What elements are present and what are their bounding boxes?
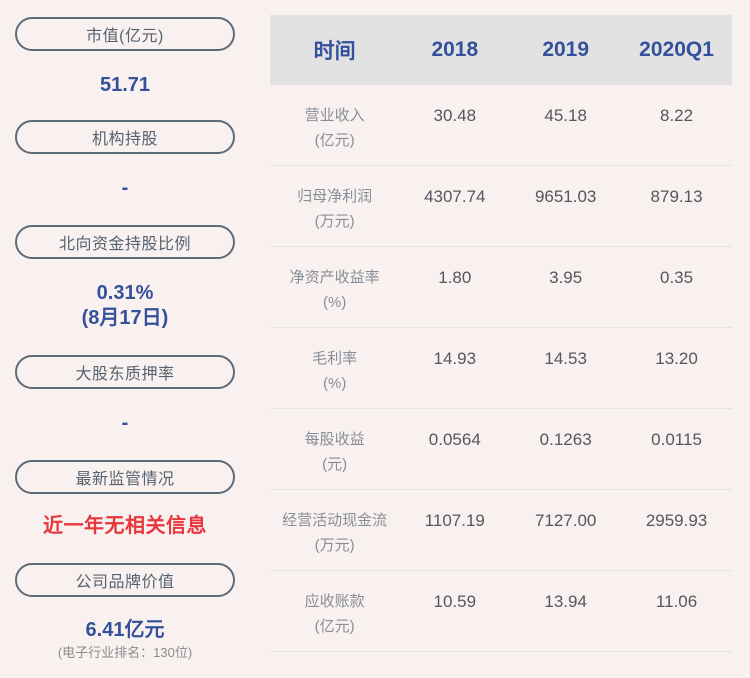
pill-market-cap-label: 市值(亿元) [86, 28, 164, 45]
row-label: 净资产收益率 (%) [270, 247, 399, 327]
pill-latest-regulation[interactable]: 最新监管情况 [15, 460, 235, 494]
row-label: 毛利率 (%) [270, 328, 399, 408]
row-label: 营业收入 (亿元) [270, 85, 399, 165]
table-header-row: 时间 2018 2019 2020Q1 [270, 15, 732, 85]
table-row-operating-cashflow: 经营活动现金流 (万元) 1107.19 7127.00 2959.93 [270, 490, 732, 571]
row-unit: (元) [322, 456, 348, 473]
row-unit: (万元) [314, 537, 355, 554]
table-row-roe: 净资产收益率 (%) 1.80 3.95 0.35 [270, 247, 732, 328]
header-time: 时间 [313, 40, 356, 63]
row-name: 每股收益 [304, 431, 365, 448]
northbound-ratio-value: 0.31% (8月17日) [15, 281, 235, 331]
row-name: 净资产收益率 [289, 269, 380, 286]
pill-latest-regulation-label: 最新监管情况 [75, 471, 175, 488]
row-label: 归母净利润 (万元) [270, 166, 399, 246]
pill-major-shareholder-pledge[interactable]: 大股东质押率 [15, 355, 235, 389]
cell-2020q1: 0.0115 [651, 430, 702, 449]
row-unit: (%) [323, 375, 347, 392]
header-2018: 2018 [431, 38, 479, 61]
cell-2018: 10.59 [433, 592, 477, 611]
cell-2018: 1107.19 [424, 511, 485, 530]
cell-2020q1: 8.22 [660, 106, 694, 125]
cell-2018: 4307.74 [424, 187, 486, 206]
institutional-holdings-value: - [121, 177, 129, 199]
northbound-ratio-percent: 0.31% [96, 282, 154, 304]
row-name: 应收账款 [304, 593, 365, 610]
row-unit: (%) [323, 294, 347, 311]
row-name: 毛利率 [312, 350, 358, 367]
table-row-eps: 每股收益 (元) 0.0564 0.1263 0.0115 [270, 409, 732, 490]
northbound-ratio-date: (8月17日) [81, 307, 169, 329]
brand-value-rank: (电子行业排名：130位) [57, 645, 193, 660]
table-row-net-profit: 归母净利润 (万元) 4307.74 9651.03 879.13 [270, 166, 732, 247]
pill-brand-value[interactable]: 公司品牌价值 [15, 563, 235, 597]
table-row-accounts-receivable: 应收账款 (亿元) 10.59 13.94 11.06 [270, 571, 732, 652]
header-2020q1: 2020Q1 [639, 38, 714, 61]
row-unit: (亿元) [314, 132, 355, 149]
cell-2019: 0.1263 [539, 430, 592, 449]
pill-northbound-ratio-label: 北向资金持股比例 [58, 236, 191, 253]
header-2019: 2019 [542, 38, 590, 61]
cell-2019: 3.95 [549, 268, 583, 287]
pill-brand-value-label: 公司品牌价值 [75, 574, 175, 591]
cell-2019: 14.53 [544, 349, 587, 368]
row-label: 每股收益 (元) [270, 409, 399, 489]
cell-2019: 45.18 [544, 106, 587, 125]
pill-market-cap[interactable]: 市值(亿元) [15, 17, 235, 51]
table-row-gross-margin: 毛利率 (%) 14.93 14.53 13.20 [270, 328, 732, 409]
cell-2020q1: 11.06 [655, 592, 698, 611]
pill-institutional-holdings[interactable]: 机构持股 [15, 120, 235, 154]
pill-major-shareholder-pledge-label: 大股东质押率 [75, 366, 175, 383]
cell-2019: 9651.03 [534, 187, 597, 206]
row-unit: (万元) [314, 213, 355, 230]
table-row-revenue: 营业收入 (亿元) 30.48 45.18 8.22 [270, 85, 732, 166]
row-unit: (亿元) [314, 618, 355, 635]
major-shareholder-pledge-value: - [121, 412, 129, 434]
cell-2018: 14.93 [433, 349, 477, 368]
cell-2019: 7127.00 [534, 511, 597, 530]
row-label: 经营活动现金流 (万元) [270, 490, 399, 570]
row-label: 应收账款 (亿元) [270, 571, 399, 651]
latest-regulation-value: 近一年无相关信息 [43, 515, 207, 537]
pill-institutional-holdings-label: 机构持股 [91, 131, 158, 148]
cell-2018: 30.48 [433, 106, 477, 125]
row-name: 归母净利润 [297, 188, 373, 205]
cell-2019: 13.94 [544, 592, 587, 611]
cell-2020q1: 879.13 [650, 187, 703, 206]
market-cap-value: 51.71 [99, 74, 151, 96]
cell-2020q1: 13.20 [655, 349, 698, 368]
cell-2018: 0.0564 [428, 430, 481, 449]
cell-2018: 1.80 [438, 268, 472, 287]
cell-2020q1: 2959.93 [645, 511, 708, 530]
pill-northbound-ratio[interactable]: 北向资金持股比例 [15, 225, 235, 259]
cell-2020q1: 0.35 [660, 268, 694, 287]
financials-table: 时间 2018 2019 2020Q1 营业收入 (亿元) 30.48 45.1… [270, 15, 732, 652]
row-name: 经营活动现金流 [282, 512, 388, 529]
row-name: 营业收入 [304, 107, 365, 124]
brand-value: 6.41亿元 [85, 619, 165, 641]
